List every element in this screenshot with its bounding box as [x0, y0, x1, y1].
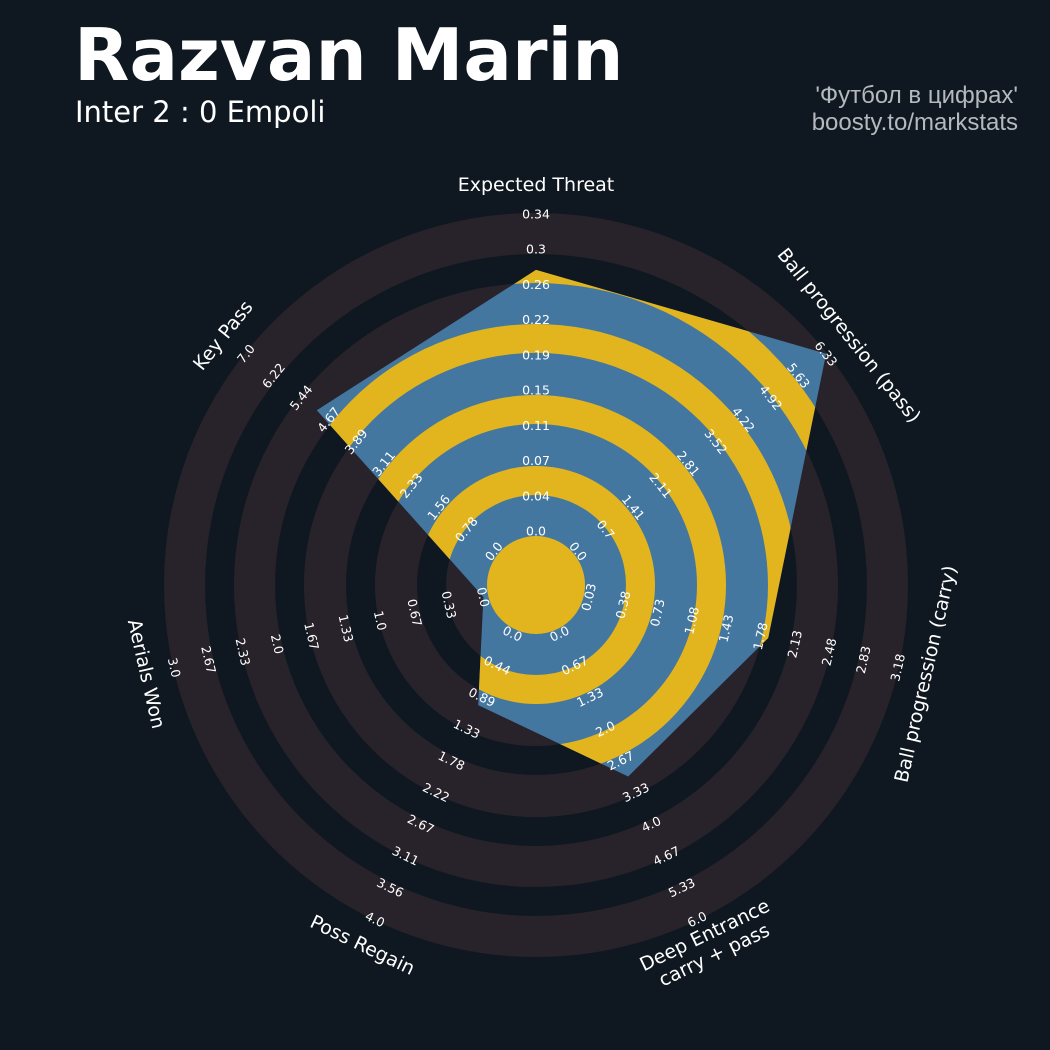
player-name-title: Razvan Marin — [74, 13, 624, 97]
param-label: Aerials Won — [123, 617, 169, 731]
tick-label: 0.22 — [522, 312, 550, 327]
tick-label: 1.67 — [301, 621, 322, 651]
match-subtitle: Inter 2 : 0 Empoli — [75, 95, 326, 129]
tick-label: 0.3 — [526, 242, 546, 257]
tick-label: 0.19 — [522, 347, 550, 362]
tick-label: 0.11 — [522, 418, 550, 433]
tick-label: 2.67 — [198, 644, 219, 674]
tick-label: 0.67 — [404, 597, 425, 627]
tick-label: 0.07 — [522, 453, 550, 468]
tick-label: 2.13 — [784, 629, 805, 659]
tick-label: 0.0 — [526, 524, 546, 539]
credit-line-1: 'Футбол в цифрах' — [815, 82, 1018, 109]
tick-label: 2.48 — [819, 637, 840, 668]
param-label-line: Aerials Won — [123, 617, 169, 731]
tick-label: 2.33 — [233, 637, 254, 667]
tick-label: 0.03 — [578, 582, 599, 612]
tick-label: 0.73 — [647, 597, 668, 627]
tick-label: 1.08 — [681, 605, 702, 636]
tick-label: 3.0 — [165, 656, 184, 679]
credit: 'Футбол в цифрах' boosty.to/markstats — [812, 82, 1018, 136]
tick-label: 2.0 — [268, 633, 287, 656]
tick-label: 0.15 — [522, 383, 550, 398]
credit-line-2: boosty.to/markstats — [811, 109, 1018, 136]
tick-label: 1.33 — [336, 613, 357, 643]
tick-label: 0.0 — [474, 586, 493, 609]
param-label-line: Expected Threat — [458, 174, 615, 196]
tick-label: 0.26 — [522, 277, 550, 292]
tick-label: 0.33 — [439, 590, 460, 620]
tick-label: 0.04 — [522, 488, 550, 503]
tick-label: 0.38 — [613, 590, 634, 621]
tick-label: 2.83 — [853, 644, 874, 674]
tick-label: 3.18 — [887, 652, 908, 683]
radar-polygon-alt-bands — [316, 269, 827, 777]
radar-polygon-band — [487, 536, 585, 634]
tick-label: 1.43 — [716, 613, 737, 643]
tick-label: 1.78 — [750, 621, 771, 652]
tick-label: 1.0 — [371, 609, 390, 632]
tick-label: 0.34 — [522, 207, 550, 222]
param-label: Expected Threat — [458, 174, 615, 196]
